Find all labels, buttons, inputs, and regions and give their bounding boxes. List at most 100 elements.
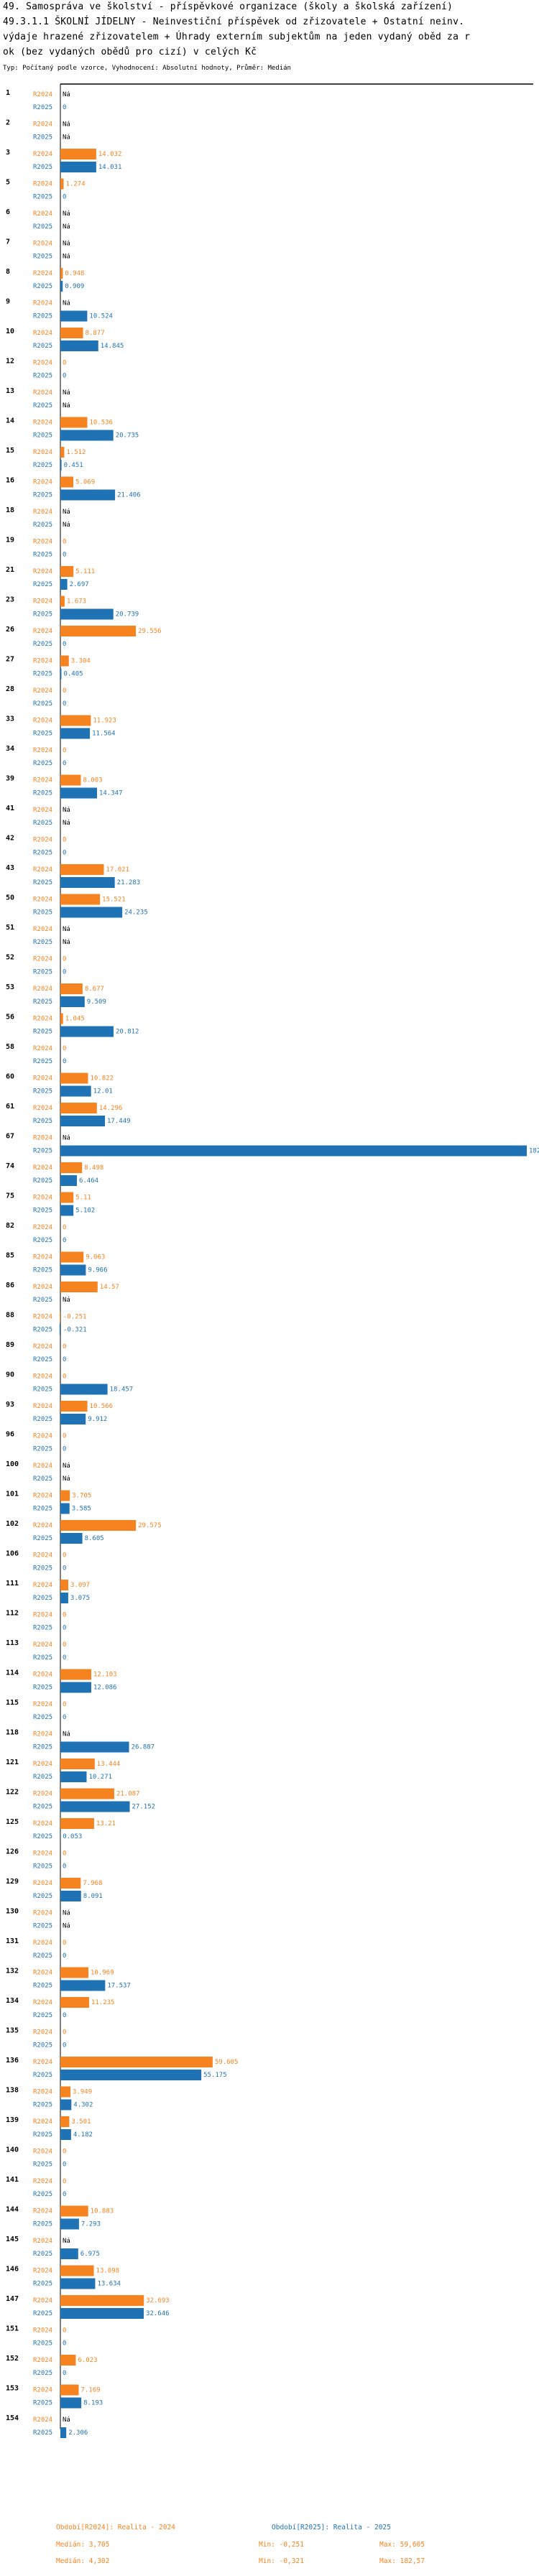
data-label: 0	[63, 760, 66, 767]
series-label-r2024: R2024	[33, 628, 52, 635]
data-label: 1.512	[66, 449, 86, 456]
series-label-r2025: R2025	[33, 1535, 52, 1542]
na-label: Ná	[63, 254, 70, 261]
data-label: 32.646	[146, 2310, 170, 2317]
data-label: 17.537	[107, 1983, 131, 1990]
bar-r2025	[60, 1384, 108, 1395]
data-label: 55.175	[203, 2072, 227, 2079]
series-label-r2025: R2025	[33, 760, 52, 767]
series-label-r2024: R2024	[33, 1195, 52, 1202]
data-label: 0.405	[63, 671, 83, 678]
series-label-r2024: R2024	[33, 926, 52, 933]
data-label: 0	[63, 2327, 66, 2335]
na-label: Ná	[63, 820, 70, 827]
series-label-r2025: R2025	[33, 969, 52, 976]
median-r2025: Medián: 4,302	[56, 2557, 110, 2565]
group-label: 146	[6, 2266, 19, 2274]
group-label: 82	[6, 1222, 14, 1230]
series-label-r2025: R2025	[33, 432, 52, 440]
series-label-r2024: R2024	[33, 1343, 52, 1350]
data-label: 6.464	[79, 1177, 98, 1185]
series-label-r2024: R2024	[33, 2357, 52, 2364]
data-label: 9.063	[86, 1254, 105, 1261]
group-label: 43	[6, 864, 14, 872]
group-label: 89	[6, 1341, 14, 1349]
data-label: 4.302	[73, 2102, 93, 2109]
series-label-r2024: R2024	[33, 1552, 52, 1560]
series-label-r2025: R2025	[33, 1148, 52, 1155]
na-label: Ná	[63, 134, 70, 142]
series-label-r2025: R2025	[33, 671, 52, 678]
group-label: 13	[6, 387, 14, 395]
group-label: 15	[6, 447, 14, 455]
bar-r2024	[60, 2265, 94, 2276]
data-label: 10.524	[89, 313, 113, 320]
group-label: 51	[6, 924, 14, 932]
bar-r2024	[60, 1878, 81, 1889]
bar-r2025	[60, 1264, 86, 1276]
series-label-r2025: R2025	[33, 194, 52, 201]
bar-r2025	[60, 907, 123, 918]
series-label-r2024: R2024	[33, 747, 52, 754]
series-label-r2025: R2025	[33, 134, 52, 142]
series-label-r2025: R2025	[33, 1863, 52, 1871]
group-label: 122	[6, 1789, 19, 1797]
data-label: 0	[63, 1237, 66, 1244]
legend-r2024: Období[R2024]: Realita - 2024	[56, 2524, 175, 2531]
series-label-r2025: R2025	[33, 1774, 52, 1781]
series-label-r2025: R2025	[33, 1088, 52, 1095]
group-label: 1	[6, 89, 10, 97]
data-label: 8.877	[86, 330, 105, 337]
series-label-r2024: R2024	[33, 330, 52, 337]
max-r2025: Max: 182,57	[379, 2557, 425, 2565]
bar-r2025	[60, 2218, 79, 2230]
data-label: 4.182	[73, 2131, 93, 2139]
series-label-r2024: R2024	[33, 2149, 52, 2156]
data-label: 0	[63, 1224, 66, 1231]
data-label: 21.087	[116, 1791, 140, 1798]
data-label: 7.968	[83, 1880, 102, 1887]
bar-r2025	[60, 608, 114, 620]
series-label-r2024: R2024	[33, 151, 52, 158]
group-label: 118	[6, 1729, 19, 1737]
series-label-r2024: R2024	[33, 2089, 52, 2096]
series-label-r2024: R2024	[33, 479, 52, 486]
data-label: 14.031	[98, 164, 122, 171]
series-label-r2024: R2024	[33, 986, 52, 993]
series-label-r2025: R2025	[33, 700, 52, 708]
series-label-r2024: R2024	[33, 241, 52, 248]
bar-r2024	[60, 2057, 213, 2067]
bar-r2025	[60, 340, 98, 351]
bar-r2025	[60, 310, 88, 322]
data-label: 0	[63, 1863, 66, 1871]
bar-r2024	[60, 2086, 71, 2098]
series-label-r2024: R2024	[33, 568, 52, 575]
chart-subtitle: Typ: Počítaný podle vzorce, Vyhodnocení:…	[3, 65, 291, 72]
data-label: 7.169	[80, 2387, 100, 2394]
min-r2024: Min: -0,251	[259, 2541, 304, 2549]
data-label: 0	[63, 969, 66, 976]
data-label: 0	[63, 641, 66, 648]
data-label: 3.585	[72, 1506, 91, 1513]
series-label-r2025: R2025	[33, 1952, 52, 1960]
group-label: 85	[6, 1252, 14, 1260]
group-label: 151	[6, 2325, 19, 2333]
data-label: 0	[63, 1654, 66, 1662]
bar-r2025	[60, 1026, 114, 1037]
data-label: 1.673	[67, 598, 86, 606]
na-label: Ná	[63, 522, 70, 529]
series-label-r2024: R2024	[33, 1820, 52, 1827]
data-label: 2.697	[70, 581, 89, 588]
group-label: 28	[6, 685, 14, 693]
series-label-r2024: R2024	[33, 777, 52, 784]
group-label: 41	[6, 805, 14, 812]
data-label: 26.887	[132, 1744, 155, 1751]
series-label-r2025: R2025	[33, 104, 52, 111]
data-label: 0	[63, 194, 66, 201]
group-label: 26	[6, 626, 14, 634]
na-label: Ná	[63, 241, 70, 248]
data-label: 0.451	[64, 462, 83, 469]
group-label: 2	[6, 119, 10, 127]
series-label-r2024: R2024	[33, 270, 52, 277]
